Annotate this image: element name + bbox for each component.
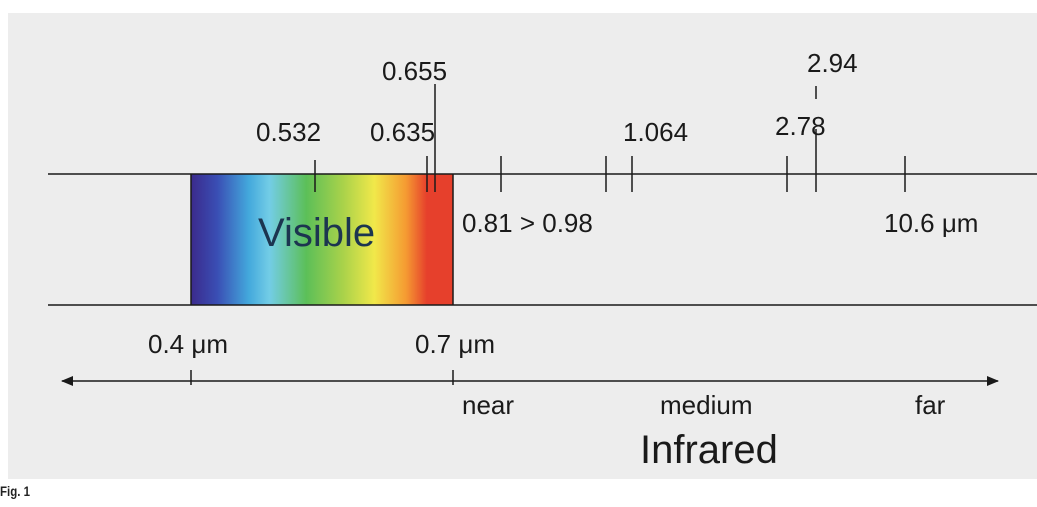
marker-label-0532: 0.532 — [256, 117, 322, 147]
visible-left-bound-label: 0.4 μm — [148, 329, 229, 359]
infrared-region-label: Infrared — [640, 428, 778, 472]
visible-band-label: Visible — [258, 211, 376, 255]
marker-label-1064: 1.064 — [623, 117, 689, 147]
ir-near-label: near — [462, 390, 515, 420]
marker-label-294: 2.94 — [807, 48, 858, 78]
marker-label-106: 10.6 μm — [884, 208, 979, 238]
visible-spectrum-band — [191, 174, 453, 305]
marker-label-0655: 0.655 — [382, 56, 448, 86]
ir-medium-label: medium — [660, 390, 753, 420]
visible-right-bound-label: 0.7 μm — [415, 329, 496, 359]
marker-label-081-098: 0.81 > 0.98 — [462, 208, 593, 238]
marker-label-278: 2.78 — [775, 111, 826, 141]
figure-caption: Fig. 1 — [0, 483, 30, 499]
figure-panel: 0.655 2.94 0.532 0.635 1.064 2.78 Visibl… — [8, 13, 1037, 479]
ir-far-label: far — [915, 390, 946, 420]
marker-label-0635: 0.635 — [370, 117, 436, 147]
spectrum-diagram — [48, 84, 1037, 386]
